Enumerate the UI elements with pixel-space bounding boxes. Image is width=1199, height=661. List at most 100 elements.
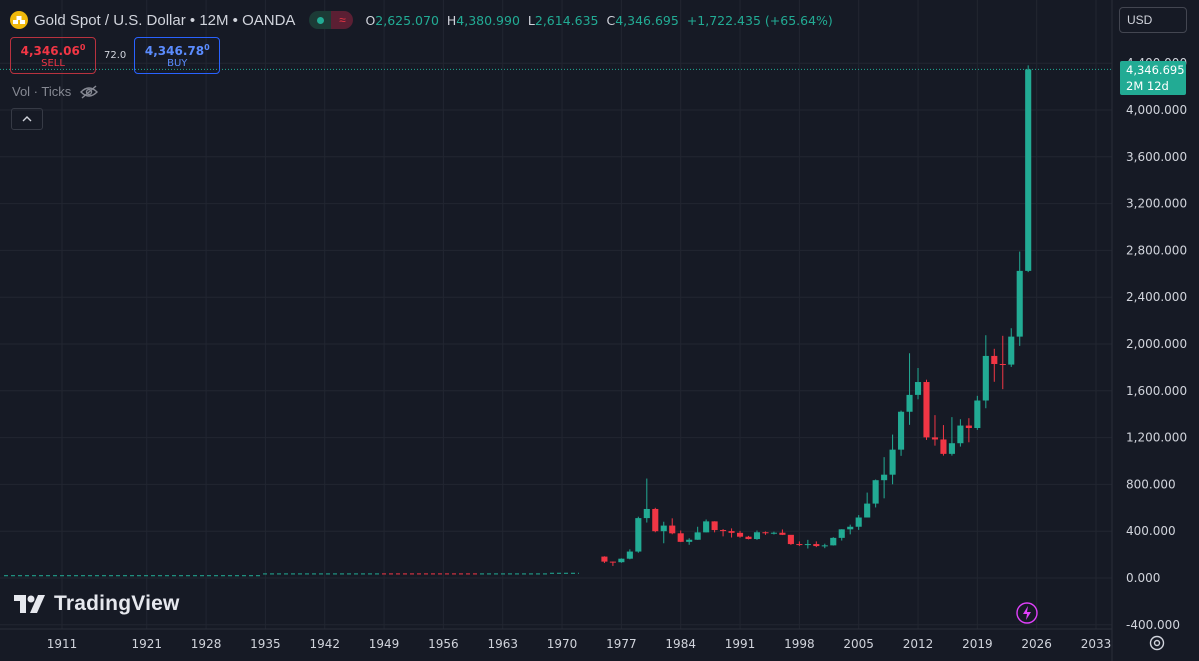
time-tick-label: 1911 (47, 637, 78, 651)
candle-body (1025, 69, 1032, 271)
candle-body (881, 474, 888, 481)
ohlc-legend: O2,625.070 H4,380.990 L2,614.635 C4,346.… (365, 13, 836, 28)
candle-body (609, 561, 616, 563)
candle-body (745, 536, 752, 540)
price-tick-label: 3,600.000 (1126, 150, 1187, 164)
candle-body (762, 532, 769, 534)
buy-button[interactable]: 4,346.780 BUY (134, 37, 221, 74)
candle-body (855, 517, 862, 527)
time-tick-label: 1984 (665, 637, 696, 651)
candle-body (652, 508, 659, 532)
candle-body (686, 539, 693, 542)
time-tick-label: 2012 (903, 637, 934, 651)
gear-icon[interactable] (1148, 634, 1166, 652)
candle-body (720, 530, 727, 532)
low-value: 2,614.635 (534, 12, 599, 28)
currency-selector[interactable]: USD (1119, 7, 1187, 33)
candle-body (601, 556, 608, 562)
candle-body (660, 525, 667, 532)
candle-body (736, 532, 744, 537)
candle-body (940, 439, 947, 454)
time-tick-label: 1991 (725, 637, 756, 651)
candle-body (999, 364, 1006, 366)
open-label: O (365, 12, 376, 28)
candle-body (1016, 270, 1023, 337)
price-tick-label: 2,000.000 (1126, 337, 1187, 351)
close-value: 4,346.695 (615, 12, 679, 28)
close-label: C (606, 12, 616, 28)
candle-body (770, 532, 777, 534)
price-tick-label: 2,400.000 (1126, 290, 1187, 304)
time-tick-label: 1977 (606, 637, 637, 651)
low-label: L (527, 12, 535, 28)
time-tick-label: 2033 (1081, 637, 1112, 651)
time-tick-label: 1928 (191, 637, 222, 651)
collapse-legend-button[interactable] (11, 108, 43, 130)
candle-body (864, 503, 871, 518)
price-axis[interactable]: 4,400.0004,000.0003,600.0003,200.0002,80… (1126, 56, 1187, 632)
market-status-pill[interactable]: ≈ (309, 11, 354, 29)
time-tick-label: 1963 (487, 637, 518, 651)
time-axis[interactable]: 1911 1921 1928 1935 1942 1949 1956 1963 1970 1977… (47, 637, 1112, 651)
candle-body (914, 382, 922, 395)
market-open-dot-icon (309, 11, 332, 29)
time-tick-label: 1935 (250, 637, 281, 651)
candle-body (965, 425, 972, 429)
candle-body (618, 558, 625, 563)
high-label: H (446, 12, 457, 28)
time-tick-label: 1998 (784, 637, 815, 651)
high-value: 4,380.990 (456, 12, 520, 28)
tradingview-watermark: TradingView (14, 592, 180, 616)
candle-body (931, 437, 939, 440)
candle-body (711, 521, 718, 531)
buy-price-sup: 0 (204, 42, 210, 52)
candle-body (948, 443, 955, 454)
early-price-line (4, 572, 579, 577)
candle-body (787, 534, 794, 545)
time-tick-label: 2005 (843, 637, 874, 651)
lightning-icon[interactable] (1016, 602, 1038, 624)
candle-body (728, 531, 735, 533)
open-value: 2,625.070 (375, 12, 439, 28)
time-tick-label: 2019 (962, 637, 993, 651)
candle-body (779, 532, 786, 535)
candle-body (898, 411, 905, 450)
sell-button[interactable]: 4,346.060 SELL (10, 37, 96, 74)
sell-price-sup: 0 (79, 42, 86, 52)
buy-label: BUY (167, 57, 188, 69)
grid-lines (0, 0, 1112, 629)
symbol-title[interactable]: Gold Spot / U.S. Dollar • 12M • OANDA (34, 11, 296, 29)
candle-body (872, 480, 879, 504)
price-tick-label: 1,600.000 (1126, 384, 1187, 398)
last-price-value: 4,346.695 (1126, 63, 1185, 77)
candle-body (677, 533, 684, 542)
candle-body (847, 526, 854, 530)
bar-countdown: 2M 12d (1126, 79, 1169, 93)
time-tick-label: 1949 (369, 637, 400, 651)
eye-hidden-icon[interactable] (79, 84, 99, 99)
candle-body (1008, 336, 1015, 365)
candle-body (821, 545, 828, 547)
candle-body (982, 355, 989, 401)
trade-panel: 4,346.060 SELL 72.0 4,346.780 BUY (10, 37, 221, 74)
watermark-text: TradingView (54, 592, 180, 615)
candle-body (830, 537, 837, 546)
symbol-header: Gold Spot / U.S. Dollar • 12M • OANDA ≈ … (10, 8, 837, 32)
price-tick-label: 2,800.000 (1126, 243, 1187, 257)
candle-body (804, 544, 811, 546)
volume-indicator-legend[interactable]: Vol · Ticks (12, 84, 99, 99)
sell-price: 4,346.06 (20, 43, 80, 58)
last-price-label: 4,346.695 2M 12d (1120, 61, 1186, 95)
chevron-up-icon (22, 116, 32, 122)
candle-body (991, 355, 998, 365)
buy-price: 4,346.78 (144, 43, 205, 58)
gold-coin-icon (10, 11, 28, 29)
time-tick-label: 1921 (131, 637, 162, 651)
approximate-wave-icon: ≈ (331, 11, 354, 29)
time-tick-label: 1956 (428, 637, 459, 651)
price-tick-label: -400.000 (1126, 618, 1180, 632)
candle-body (643, 508, 650, 519)
tradingview-logo-icon (14, 595, 45, 613)
